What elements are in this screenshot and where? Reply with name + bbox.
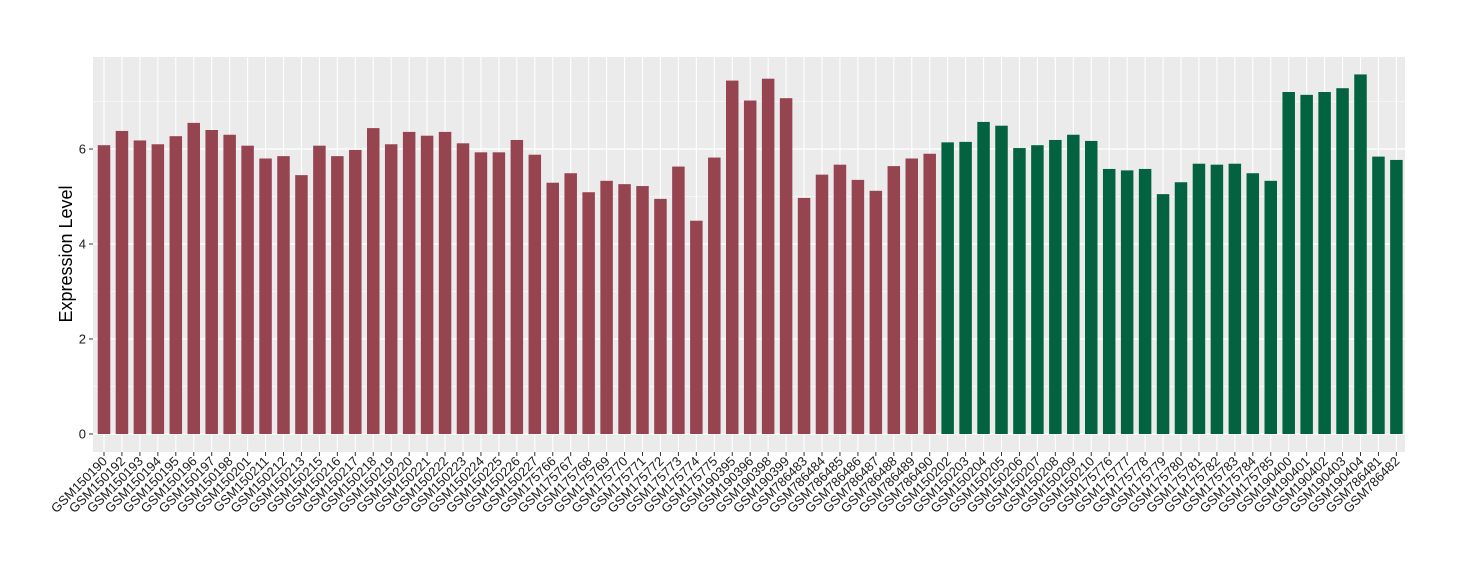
bar: [923, 153, 936, 434]
bar: [349, 149, 362, 434]
bar: [636, 186, 649, 434]
y-tick-label: 2: [79, 332, 86, 347]
bar: [1067, 134, 1080, 434]
bar: [384, 144, 398, 434]
y-tick-label: 0: [79, 427, 86, 442]
bar: [115, 130, 129, 434]
bar: [151, 144, 165, 434]
x-axis: GSM150190GSM150192GSM150193GSM150194GSM1…: [48, 452, 1403, 516]
bar: [1210, 164, 1224, 434]
bar: [1264, 180, 1277, 434]
bar: [1138, 168, 1152, 434]
bar: [1013, 148, 1026, 435]
bar: [851, 179, 865, 434]
bar: [995, 125, 1008, 434]
bar: [708, 157, 721, 435]
bar: [1354, 74, 1367, 435]
bar: [672, 166, 685, 434]
y-tick-label: 4: [79, 237, 86, 252]
bar: [618, 184, 631, 434]
bar: [331, 156, 344, 435]
bar: [402, 131, 416, 434]
bar: [367, 128, 380, 434]
bar: [456, 143, 470, 435]
bar: [833, 164, 847, 434]
y-tick-label: 6: [79, 142, 86, 157]
bar: [1049, 139, 1062, 434]
bar: [869, 190, 883, 434]
bar: [546, 182, 559, 434]
y-axis: 0 2 4 6: [79, 142, 93, 442]
bar: [1372, 156, 1385, 434]
bar: [1282, 92, 1295, 434]
bar: [1085, 140, 1098, 434]
bar: [1318, 92, 1331, 434]
bar: [1300, 94, 1313, 434]
bar: [1174, 182, 1188, 434]
bar: [1390, 159, 1403, 434]
bar: [654, 198, 667, 435]
bar: [133, 140, 147, 434]
bar: [761, 78, 775, 434]
bar: [815, 174, 829, 434]
bar: [205, 130, 218, 434]
bar: [1031, 145, 1044, 434]
bar: [313, 145, 326, 434]
bar: [941, 142, 954, 434]
bar: [438, 131, 452, 434]
bar: [779, 98, 793, 435]
bar: [797, 197, 811, 434]
bar: [977, 121, 990, 435]
bar: [97, 145, 111, 434]
bar: [600, 180, 613, 434]
bar: [492, 152, 506, 434]
bar: [726, 80, 739, 434]
bar: [1192, 163, 1206, 434]
bar: [1246, 173, 1260, 434]
bar: [259, 158, 272, 434]
bars: [97, 74, 1403, 435]
y-axis-title: Expression Level: [56, 185, 76, 322]
bar: [564, 173, 577, 434]
bar: [905, 158, 918, 434]
bar: [528, 154, 542, 434]
bar: [887, 166, 901, 434]
bar: [1156, 194, 1170, 435]
bar: [1228, 163, 1242, 434]
bar: [295, 175, 308, 435]
bar: [690, 220, 703, 434]
bar: [420, 135, 434, 434]
bar: [743, 100, 757, 435]
bar: [474, 152, 488, 434]
bar: [169, 136, 183, 434]
bar: [187, 122, 200, 435]
bar: [510, 139, 524, 434]
bar: [1102, 168, 1116, 434]
bar: [1336, 88, 1349, 434]
bar: [223, 134, 236, 434]
bar: [582, 192, 595, 434]
bar: [959, 141, 972, 435]
bar: [241, 145, 254, 434]
bar: [277, 156, 290, 435]
bar: [1120, 170, 1134, 435]
